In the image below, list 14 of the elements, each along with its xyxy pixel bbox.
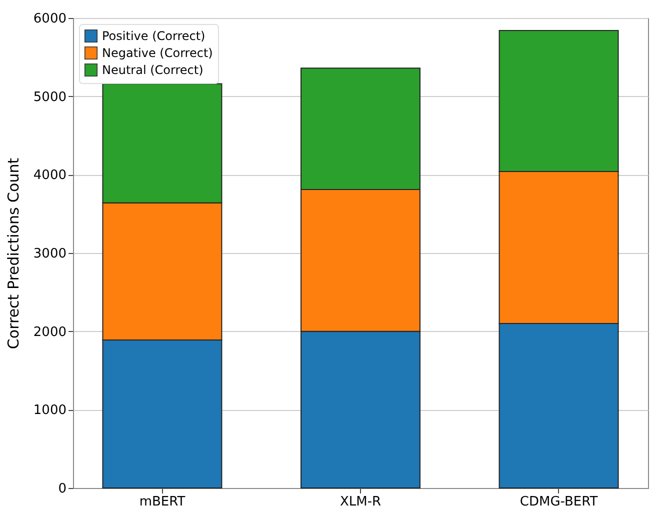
y-tick-label: 2000 [33, 324, 66, 340]
legend-label: Positive (Correct) [102, 29, 206, 43]
y-axis-title: Correct Predictions Count [4, 158, 22, 350]
y-tick-label: 4000 [33, 168, 66, 184]
y-tick-label: 0 [58, 482, 66, 496]
x-tick-label: XLM-R [340, 494, 382, 510]
legend-label: Negative (Correct) [102, 46, 213, 60]
legend-label: Neutral (Correct) [102, 63, 204, 77]
y-tick-label: 3000 [33, 246, 66, 262]
x-tick-label: CDMG-BERT [520, 494, 598, 510]
y-tick-label: 5000 [33, 90, 66, 105]
y-tick-label: 6000 [33, 12, 66, 26]
y-tick-label: 1000 [33, 403, 66, 418]
x-tick-label: mBERT [139, 494, 186, 510]
